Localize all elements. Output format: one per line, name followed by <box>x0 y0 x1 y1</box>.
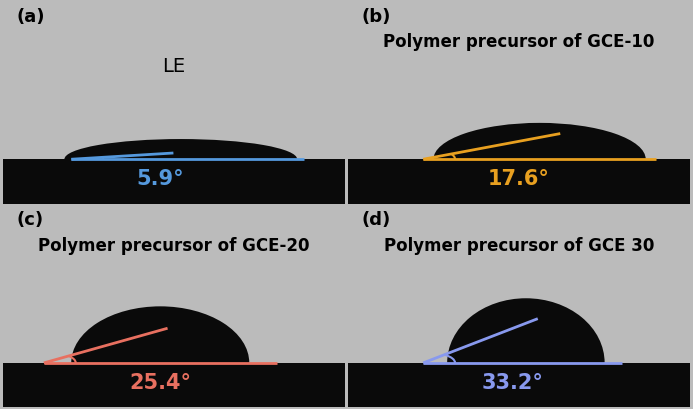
Text: (d): (d) <box>362 211 391 229</box>
Ellipse shape <box>64 139 297 180</box>
Bar <box>348 363 690 407</box>
Bar <box>3 159 345 204</box>
Ellipse shape <box>447 298 604 409</box>
Bar <box>3 363 345 407</box>
Text: (a): (a) <box>17 8 45 26</box>
Ellipse shape <box>71 306 249 409</box>
Text: 17.6°: 17.6° <box>488 169 550 189</box>
Text: (b): (b) <box>362 8 391 26</box>
Text: Polymer precursor of GCE 30: Polymer precursor of GCE 30 <box>384 237 654 255</box>
Ellipse shape <box>433 123 646 196</box>
Text: 33.2°: 33.2° <box>481 373 543 393</box>
Text: Polymer precursor of GCE-20: Polymer precursor of GCE-20 <box>38 237 310 255</box>
Bar <box>348 159 690 204</box>
Text: 5.9°: 5.9° <box>137 169 184 189</box>
Text: (c): (c) <box>17 211 44 229</box>
Text: Polymer precursor of GCE-10: Polymer precursor of GCE-10 <box>383 33 655 51</box>
Text: LE: LE <box>162 57 186 76</box>
Text: 25.4°: 25.4° <box>130 373 191 393</box>
